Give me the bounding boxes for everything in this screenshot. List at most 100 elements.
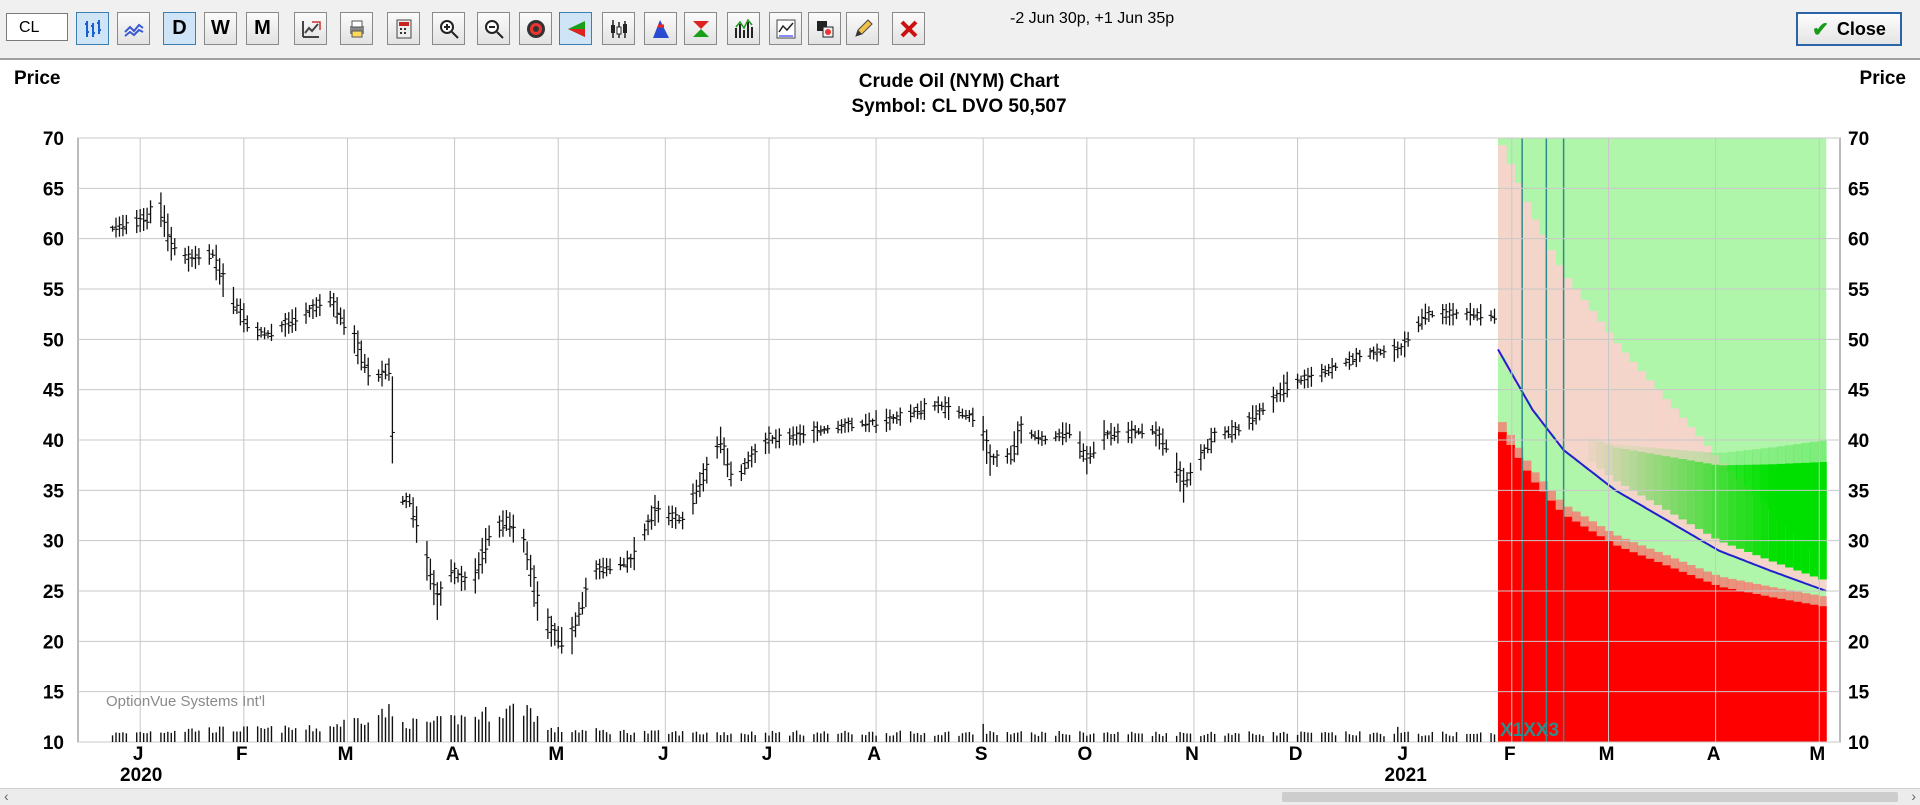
forecast-bear-edge: [1744, 582, 1753, 593]
forecast-bear-edge: [1571, 511, 1581, 522]
x-tick-label: M: [548, 744, 564, 765]
bar-chart-button[interactable]: [76, 12, 109, 45]
forecast-bear-edge: [1768, 587, 1778, 598]
forecast-bear-zone: [1817, 606, 1827, 742]
grid: [77, 137, 1841, 743]
forecast-bear-zone: [1506, 444, 1515, 742]
y-tick-label-left: 25: [43, 582, 65, 603]
forecast-bull-halo: [1776, 446, 1786, 464]
forecast-bear-zone: [1538, 491, 1548, 742]
x-tick-label: F: [236, 744, 248, 765]
forecast-bear-zone: [1735, 590, 1745, 742]
forecast-bear-fringe: [1580, 299, 1589, 467]
forecast-bull-core: [1588, 438, 1598, 463]
forecast-bear-zone: [1497, 432, 1507, 742]
x-tick-label: A: [446, 744, 460, 765]
forecast-bear-edge: [1727, 578, 1737, 589]
indicator-button[interactable]: [769, 12, 802, 45]
forecast-bear-edge: [1497, 422, 1507, 433]
forecast-bear-edge: [1678, 561, 1688, 572]
y-tick-label-right: 65: [1848, 179, 1870, 200]
forecast-bear-edge: [1538, 481, 1548, 492]
forecast-bear-zone: [1801, 603, 1811, 742]
palette-button[interactable]: [808, 12, 841, 45]
forecast-bear-fringe: [1506, 164, 1515, 371]
monthly-button[interactable]: M: [246, 12, 279, 45]
forecast-bull-core: [1744, 464, 1753, 552]
forecast-bear-edge: [1629, 542, 1639, 553]
scrollbar-thumb[interactable]: [1282, 792, 1898, 802]
forecast-bear-edge: [1580, 516, 1589, 527]
forecast-bear-fringe: [1530, 219, 1540, 413]
zoom-out-button[interactable]: [477, 12, 510, 45]
forecast-bear-zone: [1547, 500, 1557, 742]
price-chart[interactable]: Crude Oil (NYM) Chart Symbol: CL DVO 50,…: [0, 60, 1920, 788]
y-tick-label-right: 20: [1848, 632, 1869, 653]
y-tick-label-left: 15: [43, 683, 65, 704]
scroll-left-icon[interactable]: ‹: [4, 788, 9, 804]
forecast-bear-fringe: [1555, 265, 1565, 445]
daily-button[interactable]: D: [163, 12, 196, 45]
zoom-in-icon: [439, 19, 459, 39]
target-button[interactable]: [519, 12, 552, 45]
y-tick-label-right: 30: [1848, 532, 1869, 553]
x-tick-label: F: [1504, 744, 1516, 765]
expected-range-button[interactable]: [644, 12, 677, 45]
forecast-bull-core: [1612, 447, 1622, 482]
weekly-button[interactable]: W: [204, 12, 237, 45]
draw-line-button[interactable]: [846, 12, 879, 45]
forecast-bear-zone: [1522, 470, 1532, 742]
forecast-bear-fringe: [1522, 201, 1532, 400]
zoom-in-button[interactable]: [432, 12, 465, 45]
probability-cone-button[interactable]: [559, 12, 592, 45]
x-tick-label: J: [133, 744, 144, 765]
forecast-bear-edge: [1686, 565, 1696, 576]
calculator-button[interactable]: [387, 12, 420, 45]
forecast-bear-zone: [1719, 587, 1729, 742]
volume-study-icon: [734, 18, 753, 38]
hourglass-button[interactable]: [684, 12, 717, 45]
forecast-bear-edge: [1555, 499, 1565, 510]
y-tick-label-right: 60: [1848, 230, 1869, 251]
candles-icon: [610, 19, 627, 38]
forecast-bull-core: [1637, 451, 1647, 496]
forecast-bull-core: [1776, 463, 1786, 565]
delete-button[interactable]: [892, 12, 925, 45]
chart-title: Crude Oil (NYM) Chart: [859, 71, 1060, 92]
forecast-bull-halo: [1629, 446, 1639, 451]
forecast-bear-fringe: [1637, 371, 1647, 506]
forecast-bear-fringe: [1596, 321, 1606, 479]
year-label: 2021: [1385, 765, 1428, 786]
y-tick-label-right: 45: [1848, 381, 1870, 402]
forecast-bull-halo: [1637, 446, 1647, 452]
forecast-bear-fringe: [1612, 343, 1622, 492]
chart-settings-button[interactable]: [294, 12, 327, 45]
forecast-bull-halo: [1735, 450, 1745, 465]
forecast-bull-core: [1678, 459, 1688, 520]
forecast-bear-fringe: [1514, 182, 1524, 386]
x-tick-label: M: [1599, 744, 1615, 765]
line-chart-button[interactable]: [117, 12, 150, 45]
forecast-bear-fringe: [1571, 289, 1581, 460]
y-tick-label-right: 10: [1848, 733, 1869, 754]
volume-study-button[interactable]: [727, 12, 760, 45]
print-button[interactable]: [340, 12, 373, 45]
forecast-bear-zone: [1744, 592, 1753, 742]
forecast-bear-zone: [1678, 571, 1688, 742]
forecast-bull-core: [1703, 463, 1712, 534]
scroll-right-icon[interactable]: ›: [1911, 788, 1916, 804]
symbol-input[interactable]: CL: [6, 13, 68, 41]
forecast-bull-halo: [1678, 450, 1688, 460]
forecast-bear-edge: [1530, 472, 1540, 483]
close-button[interactable]: ✔ Close: [1796, 12, 1902, 46]
target-icon: [526, 19, 545, 38]
forecast-bear-zone: [1530, 482, 1540, 742]
x-tick-label: M: [1809, 744, 1825, 765]
forecast-bear-zone: [1588, 531, 1598, 742]
y-tick-label-left: 45: [43, 381, 65, 402]
forecast-bull-halo: [1662, 448, 1671, 457]
x-tick-label: J: [762, 744, 773, 765]
horizontal-scrollbar[interactable]: ‹ ›: [0, 788, 1920, 805]
candles-button[interactable]: [602, 12, 635, 45]
forecast-bear-edge: [1653, 551, 1663, 562]
